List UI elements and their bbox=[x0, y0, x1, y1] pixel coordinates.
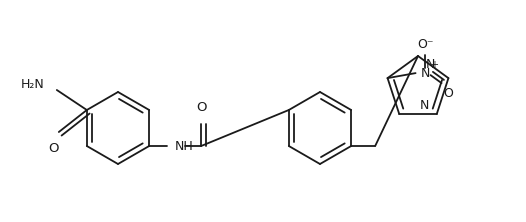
Text: O: O bbox=[196, 101, 206, 114]
Text: N: N bbox=[426, 58, 436, 71]
Text: O: O bbox=[48, 142, 59, 155]
Text: NH: NH bbox=[175, 139, 194, 153]
Text: N: N bbox=[421, 67, 430, 80]
Text: O: O bbox=[443, 87, 453, 100]
Text: +: + bbox=[430, 60, 438, 70]
Text: O⁻: O⁻ bbox=[417, 38, 434, 51]
Text: N: N bbox=[419, 99, 429, 112]
Text: H₂N: H₂N bbox=[21, 77, 45, 91]
